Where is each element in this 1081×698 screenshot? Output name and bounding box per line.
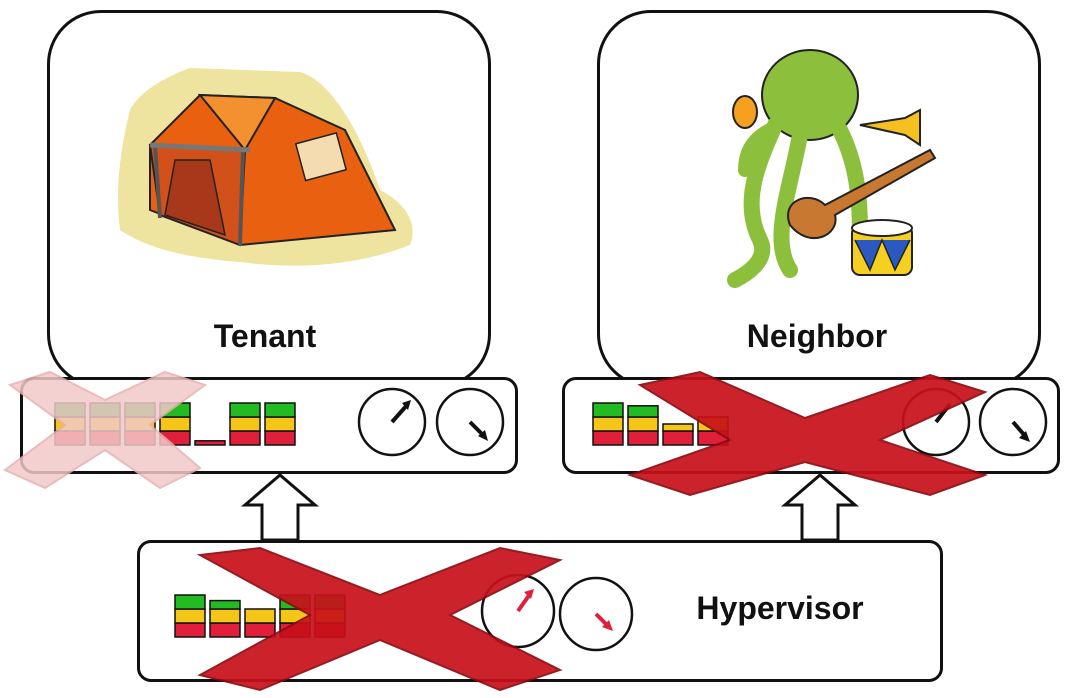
meter-segment-yellow [627,416,659,432]
tenant-label: Tenant [213,318,317,354]
meter-segment-yellow [229,416,261,432]
meter-segment-green [229,402,261,418]
arrow-to-neighbor [780,473,860,542]
meter-segment-green [264,402,296,418]
meter-segment-yellow [264,416,296,432]
octopus-musician-icon [727,49,937,288]
meter-segment-yellow [662,423,694,432]
meter-segment-green [174,594,206,610]
meter-segment-yellow [244,608,276,624]
neighbor-dial-2 [978,387,1048,457]
hypervisor-dial-1 [480,573,556,649]
hypervisor-dial-2 [558,576,634,652]
meter-segment-red [627,430,659,446]
meter-segment-red [662,430,694,446]
meter-segment-red [244,622,276,638]
red-cross-icon [626,370,989,497]
meter-segment-green [209,599,241,610]
meter-segment-green [592,402,624,418]
meter-segment-red [174,622,206,638]
meter-segment-red [592,430,624,446]
meter-segment-red [229,430,261,446]
meter-segment-yellow [592,416,624,432]
meter-segment-yellow [209,608,241,624]
meter-segment-red [264,430,296,446]
hypervisor-label: Hypervisor [696,590,864,626]
meter-segment-green [627,405,659,418]
meter-segment-yellow [159,416,191,432]
tenant-dial-2 [435,387,505,457]
meter-segment-red [209,622,241,638]
meter-segment-red [194,440,226,446]
arrow-to-tenant [240,473,320,542]
red-cross-icon [196,546,564,692]
neighbor-label: Neighbor [746,318,888,354]
faded-cross-icon [3,370,208,490]
meter-segment-yellow [174,608,206,624]
tenant-dial-1 [357,387,427,457]
tent-icon [118,68,413,266]
